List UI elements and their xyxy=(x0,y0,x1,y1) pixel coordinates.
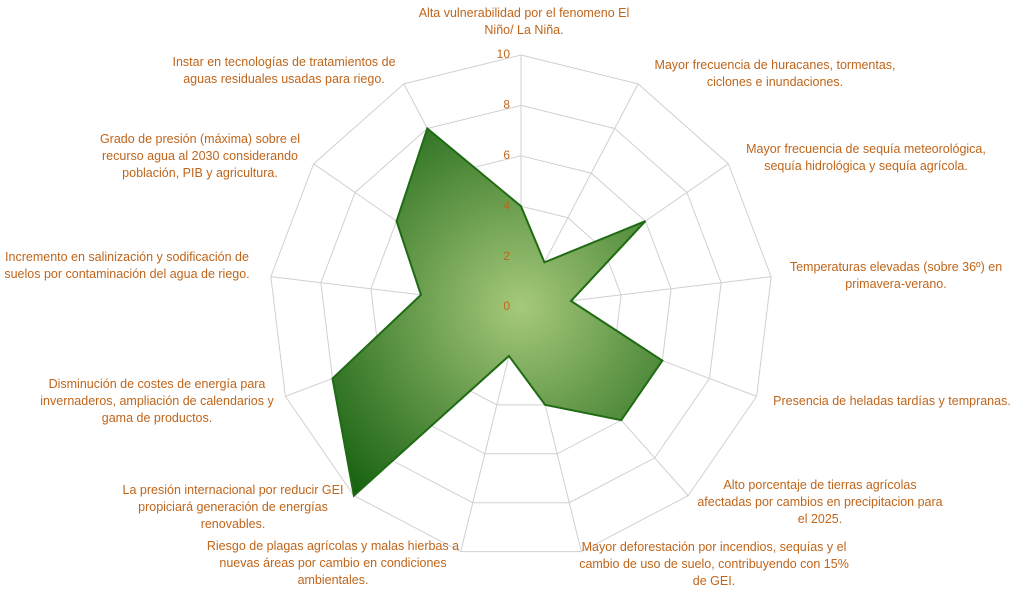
category-label: Presencia de heladas tardías y tempranas… xyxy=(773,394,1011,408)
y-tick-label: 8 xyxy=(503,98,510,112)
category-label: Temperaturas elevadas (sobre 36º) en pri… xyxy=(789,260,1003,291)
y-tick-label: 0 xyxy=(503,299,510,313)
grid-ring xyxy=(370,155,672,455)
y-tick-label: 2 xyxy=(503,249,510,263)
category-label: Riesgo de plagas agrícolas y malas hierb… xyxy=(206,539,460,587)
category-label: La presión internacional por reducir GEI… xyxy=(122,483,344,531)
data-area xyxy=(331,126,664,498)
category-label: Incremento en salinización y sodificació… xyxy=(4,250,250,281)
y-tick-label: 10 xyxy=(497,47,511,61)
category-label: Instar en tecnologías de tratamientos de… xyxy=(172,55,396,86)
category-label: Alta vulnerabilidad por el fenomeno El N… xyxy=(418,6,630,37)
y-tick-label: 6 xyxy=(503,148,510,162)
category-label: Alto porcentaje de tierras agrícolas afe… xyxy=(697,478,943,526)
category-label: Disminución de costes de energía para in… xyxy=(40,377,274,425)
category-label: Grado de presión (máxima) sobre el recur… xyxy=(99,132,301,180)
category-label: Mayor frecuencia de huracanes, tormentas… xyxy=(654,58,896,89)
category-label: Mayor deforestación por incendios, sequí… xyxy=(579,540,849,588)
y-tick-label: 4 xyxy=(503,198,510,212)
grid-ring xyxy=(270,54,772,553)
grid-ring xyxy=(320,104,722,504)
category-label: Mayor frecuencia de sequía meteorológica… xyxy=(746,142,986,173)
